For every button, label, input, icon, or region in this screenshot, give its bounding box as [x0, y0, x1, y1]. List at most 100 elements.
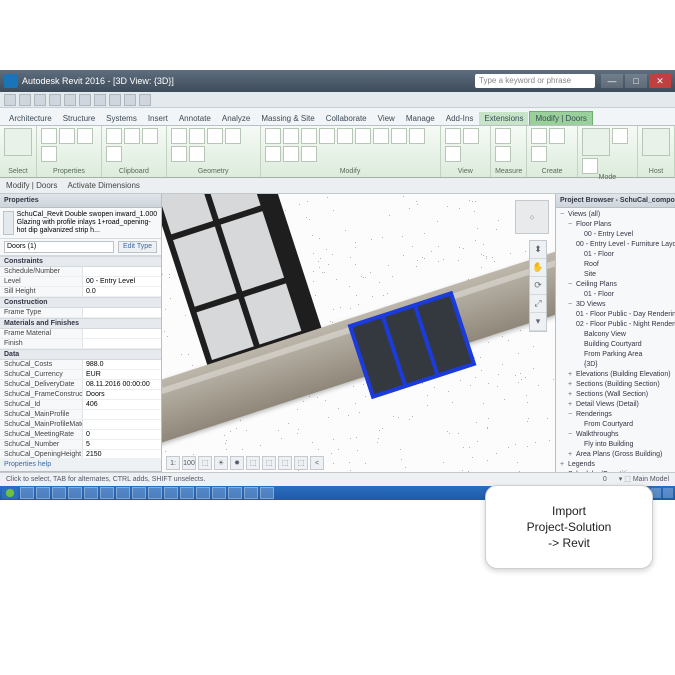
property-row[interactable]: Sill Height0.0 — [0, 287, 161, 297]
view-control-button[interactable]: ⬚ — [294, 456, 308, 470]
qat-button[interactable] — [79, 94, 91, 106]
start-button[interactable] — [2, 487, 18, 499]
property-value[interactable]: 406 — [82, 400, 161, 409]
tree-twisty-icon[interactable]: − — [568, 410, 576, 420]
ribbon-button[interactable] — [142, 128, 158, 144]
taskbar-item[interactable] — [132, 487, 146, 499]
taskbar-item[interactable] — [228, 487, 242, 499]
minimize-button[interactable]: — — [601, 74, 623, 88]
ribbon-button[interactable] — [283, 146, 299, 162]
property-group[interactable]: Constraints — [0, 256, 161, 267]
tree-node[interactable]: From Courtyard — [556, 420, 675, 430]
taskbar-item[interactable] — [68, 487, 82, 499]
navbar-button[interactable]: ⬍ — [530, 241, 546, 259]
view-control-button[interactable]: ☀ — [214, 456, 228, 470]
qat-button[interactable] — [94, 94, 106, 106]
tree-node[interactable]: Site — [556, 270, 675, 280]
property-group[interactable]: Construction — [0, 297, 161, 308]
ribbon-button[interactable] — [409, 128, 425, 144]
taskbar-item[interactable] — [180, 487, 194, 499]
tree-twisty-icon[interactable]: − — [568, 430, 576, 440]
tree-node[interactable]: Building Courtyard — [556, 340, 675, 350]
tree-twisty-icon[interactable]: + — [568, 400, 576, 410]
view-control-button[interactable]: ⬚ — [278, 456, 292, 470]
taskbar-item[interactable] — [52, 487, 66, 499]
ribbon-button[interactable] — [171, 146, 187, 162]
tree-node[interactable]: −Walkthroughs — [556, 430, 675, 440]
ribbon-tab[interactable]: Structure — [58, 112, 100, 125]
tree-twisty-icon[interactable]: − — [568, 280, 576, 290]
ribbon-button[interactable] — [106, 128, 122, 144]
view-control-button[interactable]: 100 — [182, 456, 196, 470]
ribbon-button[interactable] — [207, 128, 223, 144]
property-value[interactable] — [82, 420, 161, 429]
tree-twisty-icon[interactable]: + — [560, 460, 568, 470]
property-row[interactable]: SchuCal_MainProfile — [0, 410, 161, 420]
ribbon-button[interactable] — [445, 146, 461, 162]
property-group[interactable]: Materials and Finishes — [0, 318, 161, 329]
ribbon-tab[interactable]: Systems — [101, 112, 142, 125]
tree-twisty-icon[interactable]: + — [568, 390, 576, 400]
tree-node[interactable]: +Area Plans (Gross Building) — [556, 450, 675, 460]
property-value[interactable] — [82, 410, 161, 419]
ribbon-tab[interactable]: Analyze — [217, 112, 255, 125]
view-control-button[interactable]: ⬚ — [262, 456, 276, 470]
ribbon-button[interactable] — [549, 128, 565, 144]
navbar-button[interactable]: ⟳ — [530, 277, 546, 295]
properties-list[interactable]: ConstraintsSchedule/NumberLevel00 - Entr… — [0, 256, 161, 458]
property-row[interactable]: SchuCal_DeliveryDate08.11.2016 00:00:00 — [0, 380, 161, 390]
property-group[interactable]: Data — [0, 349, 161, 360]
ribbon-button[interactable] — [301, 128, 317, 144]
tree-node[interactable]: Fly into Building — [556, 440, 675, 450]
qat-button[interactable] — [139, 94, 151, 106]
ribbon-tab[interactable]: Insert — [143, 112, 173, 125]
ribbon-button[interactable] — [265, 146, 281, 162]
property-value[interactable]: Doors — [82, 390, 161, 399]
ribbon-button[interactable] — [495, 128, 511, 144]
ribbon-button[interactable] — [265, 128, 281, 144]
close-button[interactable]: ✕ — [649, 74, 671, 88]
qat-button[interactable] — [49, 94, 61, 106]
qat-button[interactable] — [19, 94, 31, 106]
view-control-button[interactable]: ⬚ — [198, 456, 212, 470]
ribbon-button[interactable] — [373, 128, 389, 144]
view-control-button[interactable]: < — [310, 456, 324, 470]
property-value[interactable]: 5 — [82, 440, 161, 449]
taskbar-item[interactable] — [116, 487, 130, 499]
edit-type-button[interactable]: Edit Type — [118, 241, 157, 253]
qat-button[interactable] — [64, 94, 76, 106]
taskbar-item[interactable] — [84, 487, 98, 499]
ribbon-button[interactable] — [77, 128, 93, 144]
property-value[interactable]: EUR — [82, 370, 161, 379]
ribbon-button[interactable] — [283, 128, 299, 144]
navbar-button[interactable]: ▾ — [530, 313, 546, 331]
view-control-button[interactable]: ⬚ — [246, 456, 260, 470]
tree-node[interactable]: Roof — [556, 260, 675, 270]
ribbon-button[interactable] — [355, 128, 371, 144]
ribbon-button[interactable] — [41, 128, 57, 144]
ribbon-tab[interactable]: Add-Ins — [441, 112, 479, 125]
tree-node[interactable]: 02 - Floor Public - Night Rendering — [556, 320, 675, 330]
tree-node[interactable]: 01 - Floor Public - Day Rendering — [556, 310, 675, 320]
view-control-button[interactable]: 1: — [166, 456, 180, 470]
instance-filter[interactable]: Doors (1) — [4, 241, 114, 253]
property-row[interactable]: Finish — [0, 339, 161, 349]
infocenter-search[interactable]: Type a keyword or phrase — [475, 74, 595, 88]
property-row[interactable]: Level00 - Entry Level — [0, 277, 161, 287]
ribbon-tab[interactable]: Architecture — [4, 112, 57, 125]
tree-node[interactable]: −Ceiling Plans — [556, 280, 675, 290]
property-row[interactable]: SchuCal_MeetingRate0 — [0, 430, 161, 440]
options-activate-dims[interactable]: Activate Dimensions — [67, 181, 139, 190]
tree-node[interactable]: +Elevations (Building Elevation) — [556, 370, 675, 380]
navbar-button[interactable]: ✋ — [530, 259, 546, 277]
ribbon-button[interactable] — [319, 128, 335, 144]
ribbon-tab[interactable]: Modify | Doors — [529, 111, 592, 125]
property-row[interactable]: Frame Material — [0, 329, 161, 339]
ribbon-tab[interactable]: Massing & Site — [256, 112, 319, 125]
tree-node[interactable]: −Views (all) — [556, 210, 675, 220]
ribbon-button[interactable] — [189, 146, 205, 162]
property-row[interactable]: SchuCal_OpeningHeight2150 — [0, 450, 161, 458]
ribbon-button[interactable] — [124, 128, 140, 144]
ribbon-button[interactable] — [391, 128, 407, 144]
tree-node[interactable]: +Sections (Wall Section) — [556, 390, 675, 400]
